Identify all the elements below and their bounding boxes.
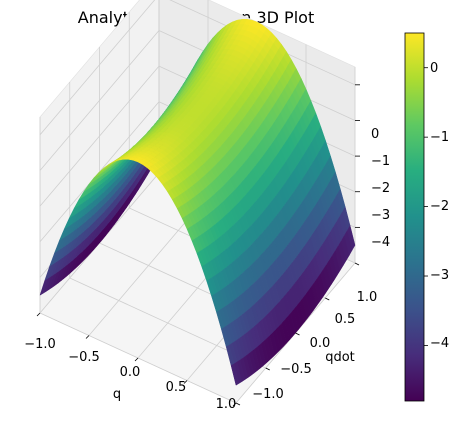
z-tick-label: −2	[371, 181, 390, 196]
axis-lines	[36, 84, 360, 407]
axis-tick-mark	[325, 297, 330, 301]
axis-tick-mark	[354, 262, 360, 266]
z-tick-label: −1	[371, 154, 390, 169]
grid-line	[39, 0, 156, 136]
axis-tick-mark	[295, 332, 300, 336]
colorbar-tick-label: 0	[430, 61, 438, 76]
z-tick-label: −4	[371, 235, 390, 250]
x-tick-label: 0.0	[120, 365, 141, 380]
x-tick-label: −1.0	[24, 337, 56, 352]
z-axis-ticks: −4 −3 −2 −1 0	[371, 127, 390, 250]
x-axis-label: q	[113, 387, 121, 402]
axis-tick-mark	[235, 402, 241, 406]
x-tick-label: −0.5	[68, 350, 100, 365]
x-axis-ticks: −1.0 −0.5 0.0 0.5 1.0	[24, 337, 236, 412]
axis-tick-mark	[232, 402, 237, 407]
y-tick-label: 0.5	[335, 312, 356, 327]
grid-line	[39, 30, 160, 171]
surface-patch	[230, 363, 240, 386]
y-axis-label: qdot	[325, 350, 355, 365]
colorbar-tick-label: −4	[430, 336, 449, 351]
y-tick-label: 1.0	[357, 290, 378, 305]
x-tick-label: 0.5	[166, 380, 187, 395]
colorbar-gradient	[404, 32, 425, 402]
axis-tick-mark	[85, 335, 90, 339]
axis-tick-mark	[183, 380, 188, 384]
z-tick-label: 0	[371, 127, 379, 142]
y-tick-label: −1.0	[252, 387, 284, 402]
axis-tick-mark	[134, 357, 139, 362]
colorbar-tick-label: −1	[430, 130, 449, 145]
y-tick-label: −0.5	[280, 362, 312, 377]
y-tick-label: 0.0	[310, 336, 331, 351]
axis-tick-mark	[265, 367, 270, 371]
z-tick-label: −3	[371, 208, 390, 223]
colorbar-tick-label: −2	[430, 199, 449, 214]
colorbar-tick-label: −3	[430, 268, 449, 283]
axis-tick-mark	[36, 312, 41, 317]
colorbar: 0 −1 −2 −3 −4	[404, 32, 449, 402]
x-tick-label: 1.0	[216, 397, 237, 412]
y-axis-ticks: −1.0 −0.5 0.0 0.5 1.0	[252, 290, 377, 402]
surface-mesh	[39, 18, 356, 386]
grid-line	[39, 65, 160, 207]
